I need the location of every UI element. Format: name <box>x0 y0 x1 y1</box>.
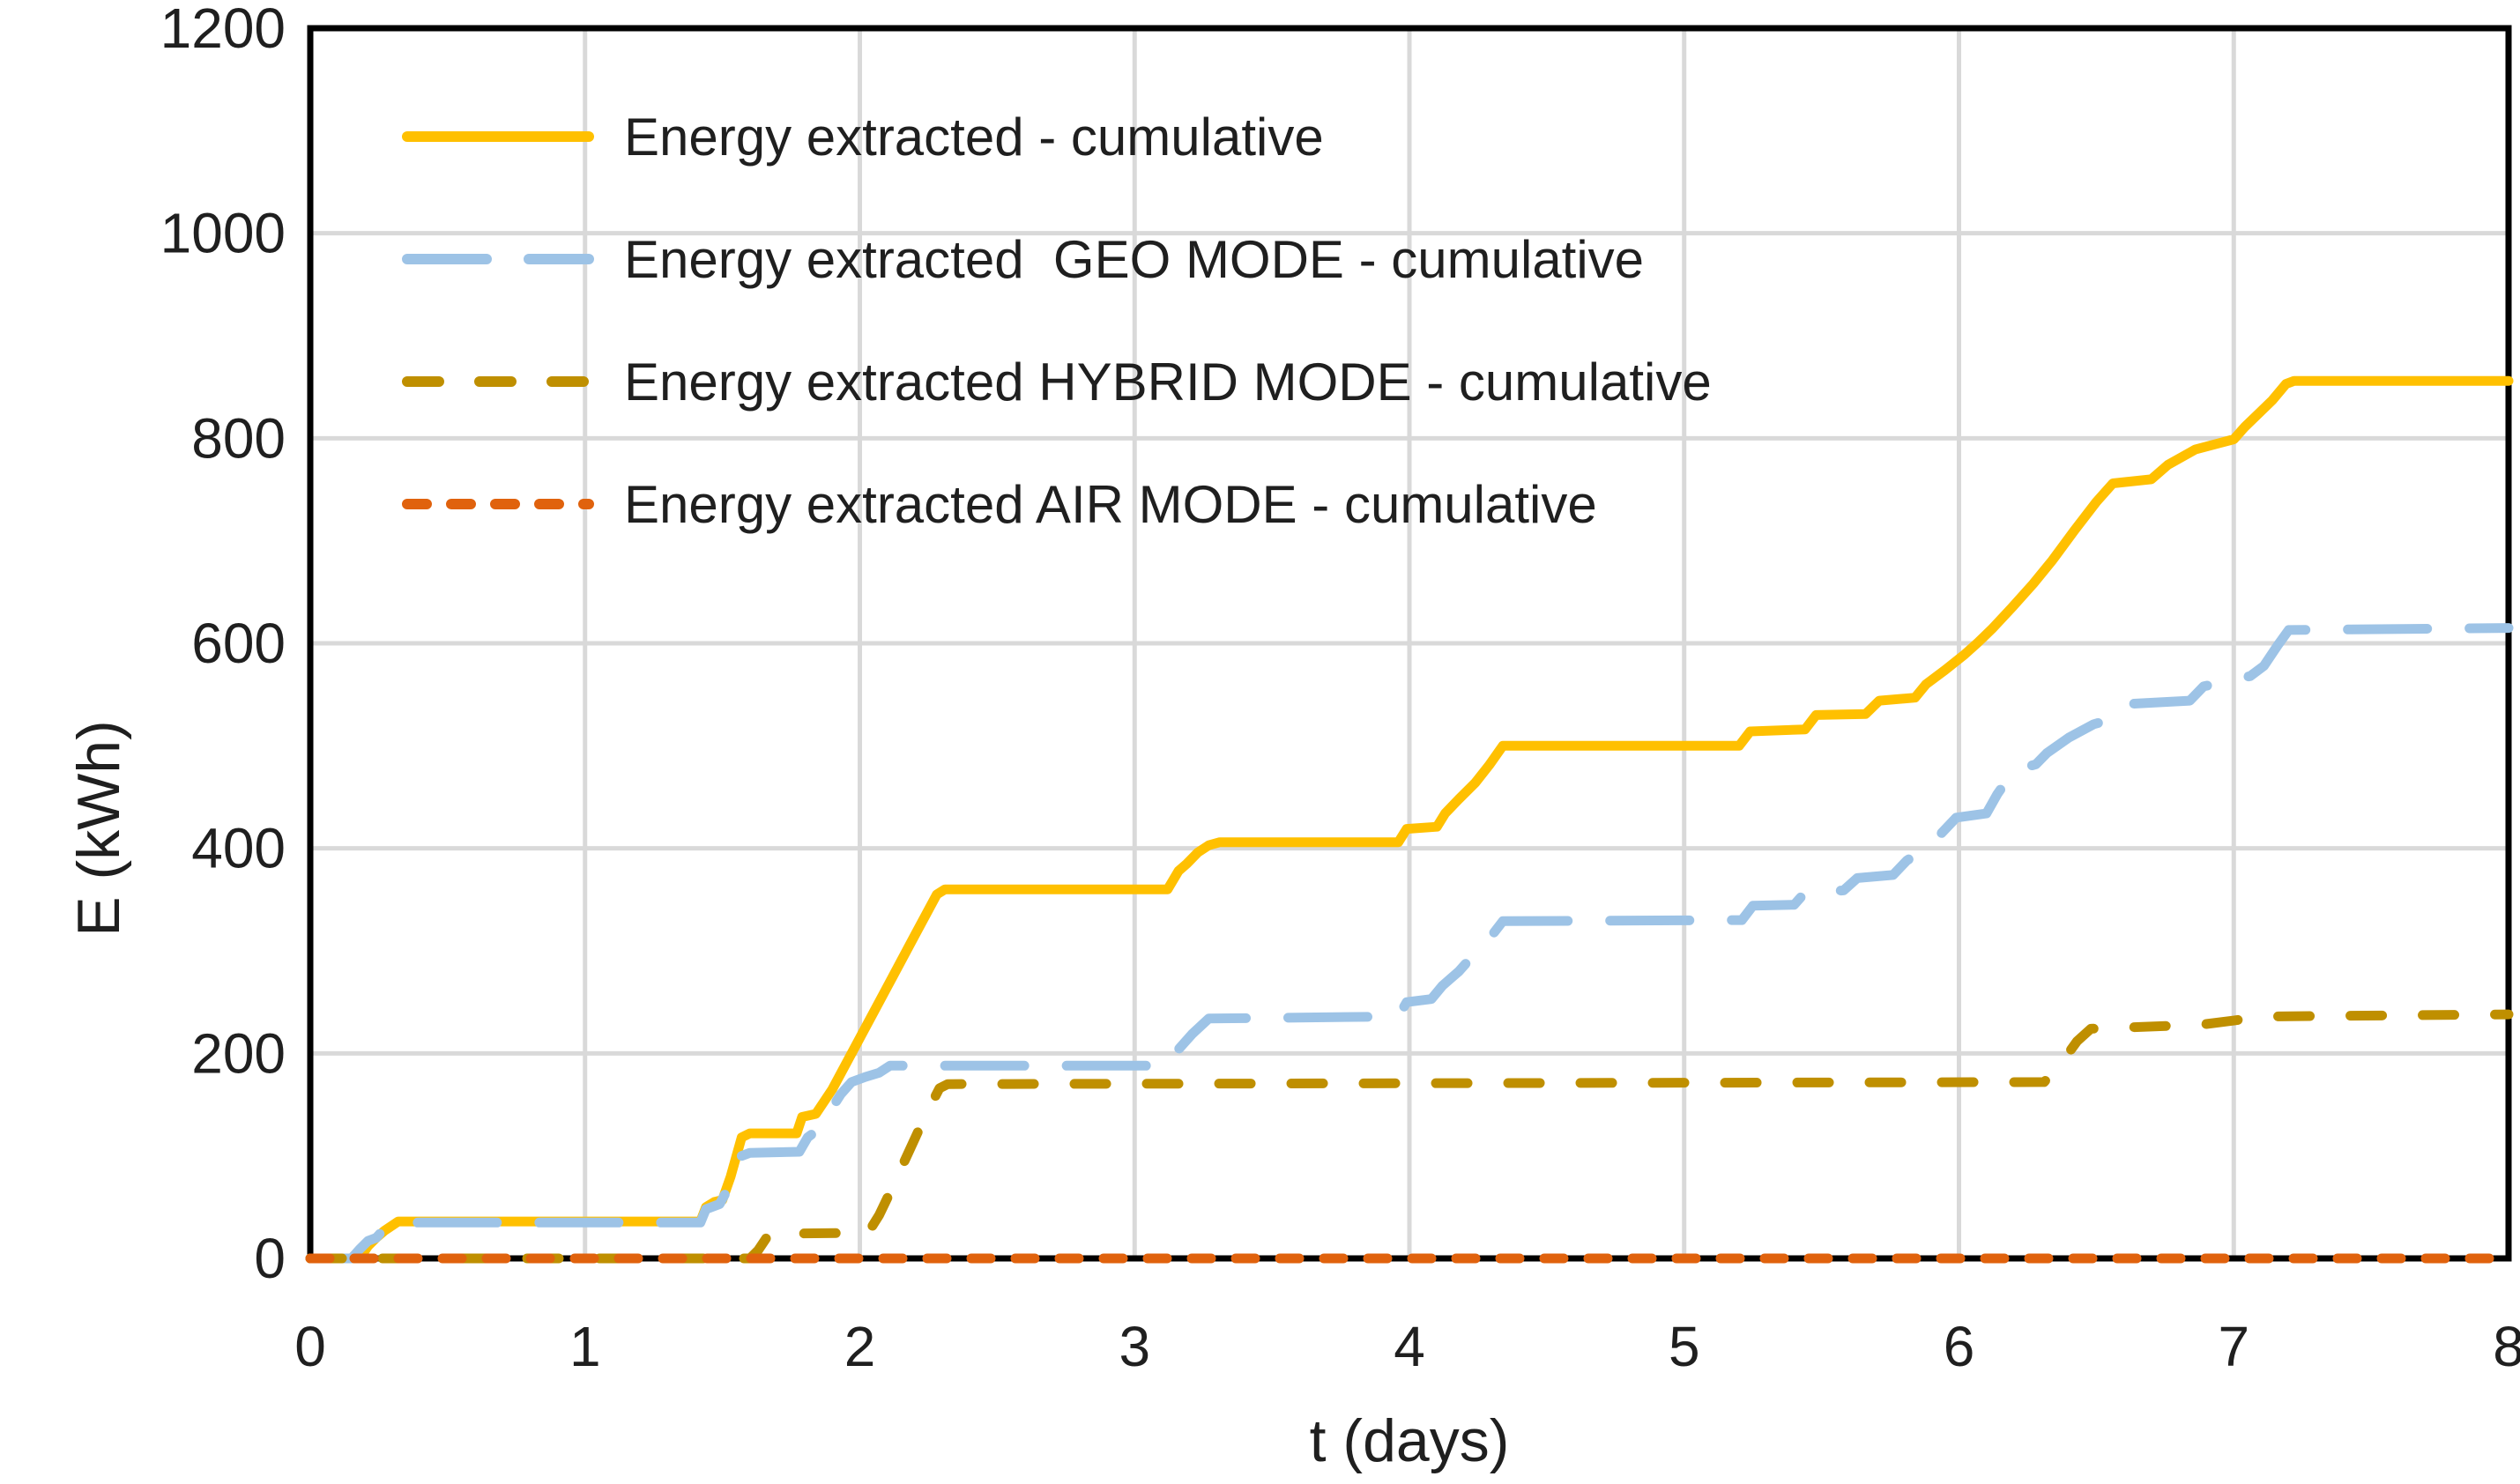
legend-label: Energy extracted - cumulative <box>624 107 1324 167</box>
legend-item: Energy extracted HYBRID MODE - cumulativ… <box>397 342 1712 421</box>
legend-line-swatch <box>402 131 594 142</box>
legend-item: Energy extracted GEO MODE - cumulative <box>397 219 1712 299</box>
y-tick-label: 200 <box>191 1021 286 1085</box>
legend-line-swatch <box>402 376 594 387</box>
x-axis-title: t (days) <box>1309 1407 1510 1474</box>
x-tick-label: 8 <box>2493 1315 2520 1378</box>
series-line <box>305 375 2514 1264</box>
y-axis-title: E (kWh) <box>65 720 132 937</box>
x-tick-label: 2 <box>844 1315 876 1378</box>
x-tick-label: 1 <box>569 1315 601 1378</box>
legend-label: Energy extracted HYBRID MODE - cumulativ… <box>624 352 1712 412</box>
y-tick-label: 600 <box>191 612 286 675</box>
series-line <box>305 1009 2514 1264</box>
legend-label: Energy extracted AIR MODE - cumulative <box>624 474 1597 534</box>
legend-label: Energy extracted GEO MODE - cumulative <box>624 229 1645 289</box>
x-tick-label: 4 <box>1394 1315 1425 1378</box>
x-tick-label: 6 <box>1944 1315 1975 1378</box>
x-tick-label: 3 <box>1119 1315 1150 1378</box>
legend-item: Energy extracted - cumulative <box>397 97 1712 176</box>
x-tick-label: 7 <box>2218 1315 2249 1378</box>
chart-legend: Energy extracted - cumulative Energy extr… <box>397 97 1712 587</box>
x-tick-label: 0 <box>294 1315 326 1378</box>
y-tick-label: 0 <box>254 1227 286 1290</box>
y-tick-label: 800 <box>191 406 286 470</box>
legend-line-swatch <box>402 254 594 264</box>
y-tick-label: 400 <box>191 817 286 880</box>
y-tick-label: 1200 <box>160 0 286 60</box>
legend-item: Energy extracted AIR MODE - cumulative <box>397 464 1712 544</box>
x-tick-label: 5 <box>1669 1315 1700 1378</box>
y-tick-label: 1000 <box>160 202 286 265</box>
series-line <box>305 623 2514 1264</box>
legend-line-swatch <box>402 499 594 509</box>
